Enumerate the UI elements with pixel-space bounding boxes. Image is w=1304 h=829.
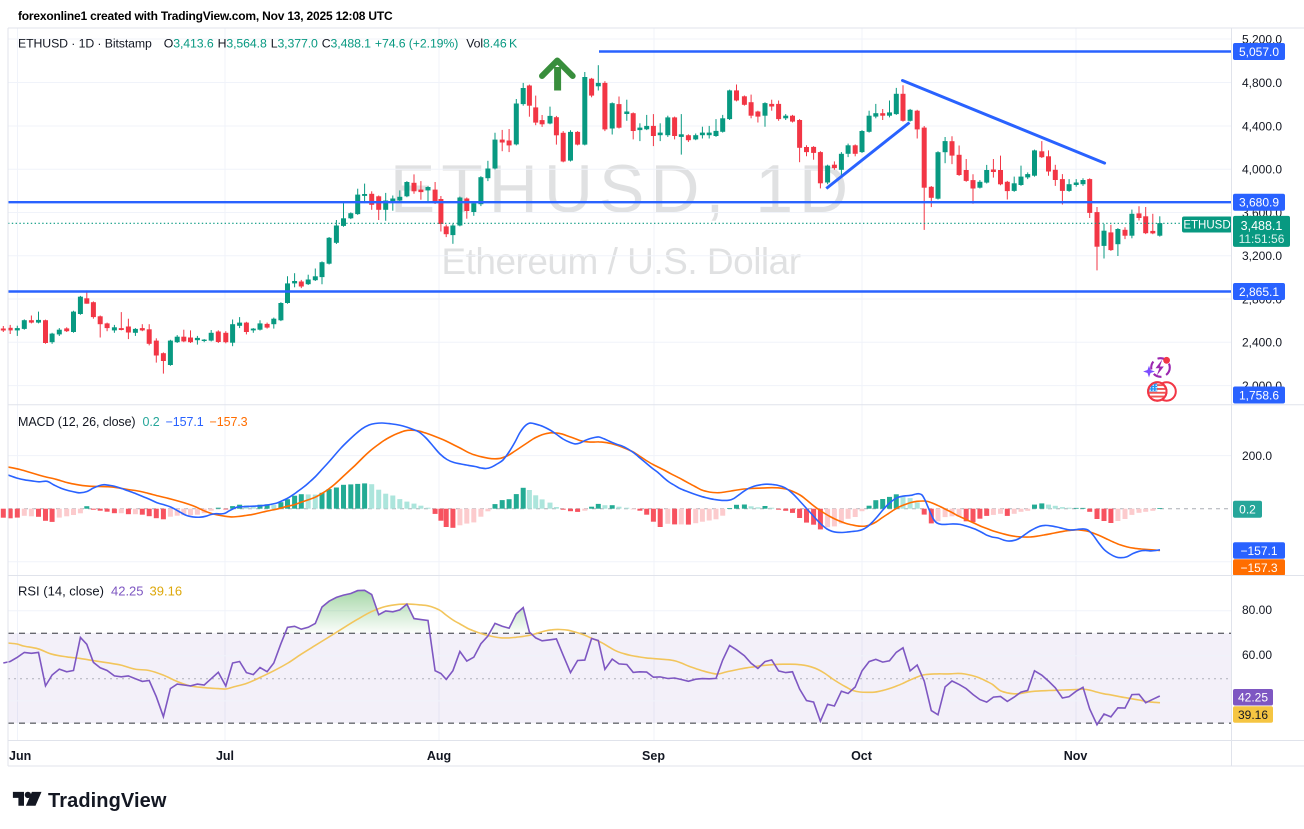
svg-text:3,488.1: 3,488.1 (1241, 219, 1283, 233)
svg-text:TradingView: TradingView (48, 790, 167, 812)
svg-text:3,680.9: 3,680.9 (1239, 196, 1279, 210)
svg-text:42.25: 42.25 (1238, 691, 1268, 705)
svg-text:ETHUSD: ETHUSD (1183, 220, 1230, 232)
svg-text:2,400.0: 2,400.0 (1242, 336, 1282, 350)
svg-text:5,200.0: 5,200.0 (1242, 32, 1282, 46)
svg-text:ETHUSD, 1D: ETHUSD, 1D (390, 151, 854, 227)
svg-text:Jul: Jul (216, 749, 234, 763)
svg-text:2,865.1: 2,865.1 (1239, 285, 1279, 299)
svg-text:−157.3: −157.3 (1240, 561, 1277, 575)
svg-text:11:51:56: 11:51:56 (1239, 232, 1285, 246)
svg-text:Ethereum / U.S. Dollar: Ethereum / U.S. Dollar (441, 241, 800, 282)
svg-text:80.00: 80.00 (1242, 603, 1272, 617)
svg-text:4,400.0: 4,400.0 (1242, 119, 1282, 133)
svg-text:Oct: Oct (851, 749, 873, 763)
svg-text:4,800.0: 4,800.0 (1242, 76, 1282, 90)
svg-text:4,000.0: 4,000.0 (1242, 163, 1282, 177)
svg-text:200.0: 200.0 (1242, 449, 1272, 463)
svg-text:39.16: 39.16 (1238, 708, 1268, 722)
svg-text:Jun: Jun (9, 749, 31, 763)
svg-text:5,057.0: 5,057.0 (1239, 45, 1279, 59)
svg-text:forexonline1 created with Trad: forexonline1 created with TradingView.co… (18, 9, 393, 23)
svg-text:MACD (12, 26, close)0.2−157.1−: MACD (12, 26, close) 0.2 −157.1 −157.3 (18, 415, 248, 429)
svg-text:Aug: Aug (427, 749, 451, 763)
svg-text:1,758.6: 1,758.6 (1239, 388, 1279, 402)
svg-text:Sep: Sep (642, 749, 665, 763)
svg-text:0.2: 0.2 (1239, 503, 1256, 517)
svg-text:−157.1: −157.1 (1240, 544, 1277, 558)
svg-text:60.00: 60.00 (1242, 648, 1272, 662)
svg-text:Nov: Nov (1064, 749, 1088, 763)
svg-text:3,200.0: 3,200.0 (1242, 249, 1282, 263)
